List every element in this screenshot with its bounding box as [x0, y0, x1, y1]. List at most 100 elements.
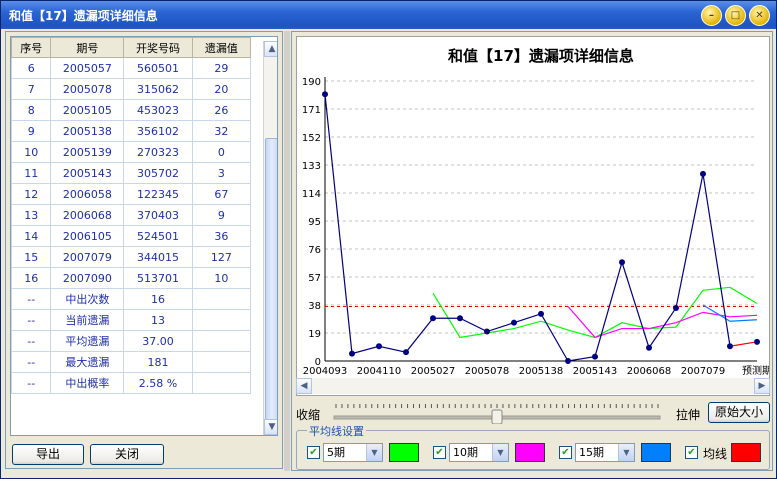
x-tick-label: 2004110	[357, 366, 402, 377]
col-header-number[interactable]: 开奖号码	[123, 37, 193, 58]
table-cell: 中出次数	[50, 288, 125, 310]
chevron-down-icon[interactable]: ▼	[366, 444, 382, 461]
maximize-button[interactable]: □	[725, 5, 746, 26]
series-line	[432, 286, 758, 339]
table-row[interactable]: 8 2005105 453023 26	[11, 99, 252, 121]
col-header-index[interactable]: 序号	[11, 37, 52, 58]
table-cell: 2005057	[50, 57, 125, 79]
stat-row[interactable]: -- 中出概率 2.58 %	[11, 372, 252, 394]
zoom-slider[interactable]	[332, 402, 662, 424]
minimize-icon: –	[709, 10, 714, 21]
avg5-color-swatch[interactable]	[389, 443, 419, 462]
x-tick-label: 2005143	[573, 366, 618, 377]
y-tick-label: 152	[302, 133, 321, 144]
table-cell: 2005105	[50, 99, 125, 121]
stat-row[interactable]: -- 平均遗漏 37.00	[11, 330, 252, 352]
table-cell: 26	[191, 99, 252, 121]
data-point	[430, 315, 436, 322]
chevron-down-icon[interactable]: ▼	[618, 444, 634, 461]
data-point	[376, 343, 382, 350]
avg5-period-select[interactable]: 5期 ▼	[323, 443, 383, 462]
table-row[interactable]: 7 2005078 315062 20	[11, 78, 252, 100]
avg15-checkbox[interactable]: ✔	[559, 446, 572, 459]
col-header-omission[interactable]: 遗漏值	[191, 37, 252, 58]
table-cell: --	[11, 372, 52, 394]
data-point	[349, 350, 355, 357]
table-cell: 15	[11, 246, 52, 268]
avg5-checkbox[interactable]: ✔	[307, 446, 320, 459]
panel-splitter[interactable]	[284, 31, 290, 471]
table-cell: 356102	[123, 120, 193, 142]
scroll-down-icon[interactable]: ▼	[264, 419, 277, 435]
col-header-issue[interactable]: 期号	[50, 37, 125, 58]
close-window-button[interactable]: ✕	[749, 5, 770, 26]
x-tick-label: 2007079	[681, 366, 726, 377]
table-row[interactable]: 10 2005139 270323 0	[11, 141, 252, 163]
table-row[interactable]: 16 2007090 513701 10	[11, 267, 252, 289]
original-size-button[interactable]: 原始大小	[708, 402, 770, 423]
detail-table-box: 序号 期号 开奖号码 遗漏值 6 2005057 560501 29 7 2005078 3…	[10, 36, 278, 436]
table-cell: 181	[123, 351, 193, 373]
avg15-period-select[interactable]: 15期 ▼	[575, 443, 635, 462]
table-cell: 2.58 %	[123, 372, 193, 394]
data-point	[403, 349, 409, 356]
stat-row[interactable]: -- 中出次数 16	[11, 288, 252, 310]
mean-line-color-swatch[interactable]	[731, 443, 761, 462]
chevron-down-icon[interactable]: ▼	[492, 444, 508, 461]
x-tick-label: 2004093	[303, 366, 348, 377]
avg10-color-swatch[interactable]	[515, 443, 545, 462]
y-tick-label: 133	[302, 161, 321, 172]
export-button[interactable]: 导出	[12, 444, 84, 465]
avg-line-settings-group: 平均线设置 ✔ 5期 ▼ ✔ 10期 ▼ ✔ 15期 ▼ ✔ 均线	[296, 423, 770, 470]
maximize-icon: □	[730, 10, 741, 21]
x-tick-label: 2006068	[627, 366, 672, 377]
table-cell: 29	[191, 57, 252, 79]
scroll-left-icon[interactable]: ◀	[296, 378, 312, 394]
table-cell: 9	[191, 204, 252, 226]
data-point	[484, 328, 490, 335]
data-point	[538, 310, 544, 317]
avg10-checkbox[interactable]: ✔	[433, 446, 446, 459]
scroll-up-icon[interactable]: ▲	[264, 41, 277, 57]
table-cell: 20	[191, 78, 252, 100]
table-cell: --	[11, 351, 52, 373]
table-row[interactable]: 15 2007079 344015 127	[11, 246, 252, 268]
mean-line-checkbox[interactable]: ✔	[685, 446, 698, 459]
mean-line-label: 均线	[703, 447, 728, 461]
table-cell: 524501	[123, 225, 193, 247]
avg10-period-select[interactable]: 10期 ▼	[449, 443, 509, 462]
table-row[interactable]: 6 2005057 560501 29	[11, 57, 252, 79]
table-vertical-scrollbar[interactable]: ▲ ▼	[263, 41, 277, 435]
title-bar: 和值【17】遗漏项详细信息 – □ ✕	[1, 1, 776, 29]
stretch-label: 拉伸	[676, 408, 701, 422]
y-tick-label: 171	[302, 105, 321, 116]
table-cell: 2007079	[50, 246, 125, 268]
table-row[interactable]: 13 2006068 370403 9	[11, 204, 252, 226]
table-row[interactable]: 11 2005143 305702 3	[11, 162, 252, 184]
close-button[interactable]: 关闭	[90, 444, 164, 465]
table-cell: 315062	[123, 78, 193, 100]
table-row[interactable]: 12 2006058 122345 67	[11, 183, 252, 205]
table-cell: 370403	[123, 204, 193, 226]
avg5-period-value: 5期	[327, 446, 345, 459]
slider-thumb	[491, 409, 503, 424]
stat-row[interactable]: -- 最大遗漏 181	[11, 351, 252, 373]
data-point	[565, 358, 571, 364]
scroll-right-icon[interactable]: ▶	[754, 378, 770, 394]
y-tick-label: 19	[308, 329, 321, 340]
table-cell: 最大遗漏	[50, 351, 125, 373]
stat-row[interactable]: -- 当前遗漏 13	[11, 309, 252, 331]
table-row[interactable]: 14 2006105 524501 36	[11, 225, 252, 247]
table-row[interactable]: 9 2005138 356102 32	[11, 120, 252, 142]
table-cell: 513701	[123, 267, 193, 289]
avg15-color-swatch[interactable]	[641, 443, 671, 462]
chart-title: 和值【17】遗漏项详细信息	[448, 47, 634, 65]
table-cell: 0	[191, 141, 252, 163]
table-cell: 2005143	[50, 162, 125, 184]
data-point	[727, 343, 733, 350]
scroll-thumb[interactable]	[265, 138, 277, 428]
chart-horizontal-scrollbar[interactable]: ◀ ▶	[296, 378, 770, 394]
minimize-button[interactable]: –	[701, 5, 722, 26]
x-tick-label: 预测期	[742, 364, 769, 377]
